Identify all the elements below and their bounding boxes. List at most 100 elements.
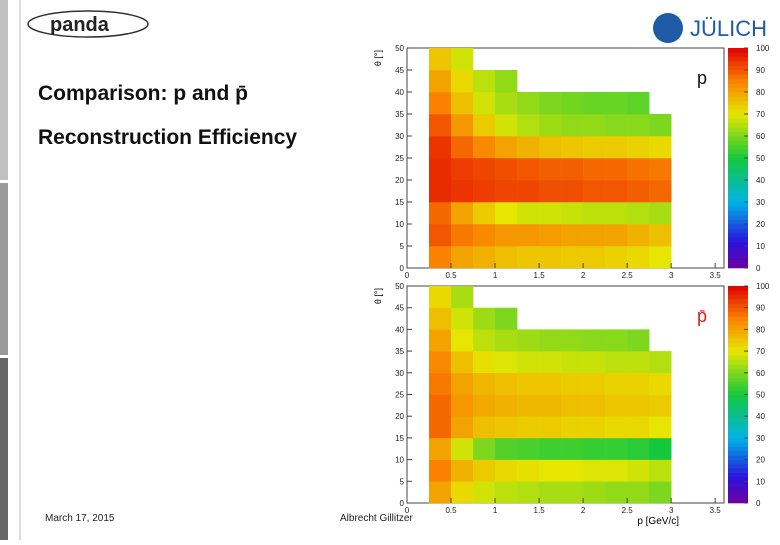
heat-cell [473, 224, 496, 247]
color-scale [728, 215, 748, 220]
x-tick-label: 2 [581, 271, 586, 280]
x-tick-label: 1 [493, 506, 498, 515]
y-tick-label: 0 [400, 499, 405, 508]
heat-cell [605, 416, 628, 439]
heat-cell [517, 136, 540, 159]
y-tick-label: 0 [400, 264, 405, 273]
color-scale [728, 122, 748, 128]
heat-cell [627, 92, 650, 115]
color-scale [728, 403, 748, 408]
heat-cell [583, 158, 606, 181]
author: Albrecht Gillitzer [340, 513, 413, 524]
color-scale [728, 232, 748, 238]
x-tick-label: 1 [493, 271, 498, 280]
color-scale [728, 398, 748, 404]
color-scale [728, 416, 748, 421]
color-scale [728, 299, 748, 304]
color-scale [728, 202, 748, 207]
color-scale [728, 259, 748, 264]
heat-cell [627, 136, 650, 159]
y-axis-label: θ [°] [373, 288, 383, 304]
heat-cell [473, 136, 496, 159]
heat-cell [649, 437, 672, 460]
plot-label: p̄ [697, 306, 707, 326]
color-scale [728, 385, 748, 391]
heat-cell [561, 92, 584, 115]
color-scale [728, 494, 748, 499]
color-scale [728, 351, 748, 356]
color-scale [728, 303, 748, 308]
x-tick-label: 3 [669, 271, 674, 280]
x-tick-label: 2 [581, 506, 586, 515]
color-scale [728, 325, 748, 330]
heat-cell [605, 351, 628, 374]
y-tick-label: 5 [400, 242, 405, 251]
heat-cell [473, 416, 496, 439]
color-scale [728, 307, 748, 313]
color-scale [728, 109, 748, 115]
y-tick-label: 20 [395, 176, 404, 185]
z-tick-label: 90 [756, 304, 765, 313]
color-scale [728, 329, 748, 335]
z-tick-label: 70 [756, 110, 765, 119]
heat-cell [561, 416, 584, 439]
heat-cell [583, 437, 606, 460]
color-scale [728, 355, 748, 361]
y-tick-label: 30 [395, 132, 404, 141]
x-tick-label: 0 [405, 506, 410, 515]
z-tick-label: 50 [756, 391, 765, 400]
heat-cell [473, 92, 496, 115]
heat-cell [495, 307, 518, 330]
y-tick-label: 10 [395, 456, 404, 465]
heat-cell [429, 459, 452, 482]
color-scale [728, 193, 748, 198]
heat-cell [517, 158, 540, 181]
heat-cell [561, 202, 584, 225]
heat-cell [451, 416, 474, 439]
heat-cell [627, 459, 650, 482]
color-scale [728, 241, 748, 247]
heat-cell [539, 481, 562, 504]
logo-frame [27, 10, 149, 38]
heat-cell [605, 372, 628, 395]
y-tick-label: 50 [395, 282, 404, 291]
heat-cell [451, 394, 474, 417]
heat-cell [429, 437, 452, 460]
heat-cell [583, 394, 606, 417]
color-scale [728, 237, 748, 242]
color-scale [728, 127, 748, 132]
heat-cell [627, 180, 650, 203]
heat-cell [649, 158, 672, 181]
heat-cell [495, 437, 518, 460]
color-scale [728, 144, 748, 150]
heat-cell [495, 481, 518, 504]
color-scale [728, 476, 748, 482]
heat-cell [649, 114, 672, 137]
heat-cell [605, 246, 628, 269]
color-scale [728, 250, 748, 256]
heat-cell [495, 114, 518, 137]
x-tick-label: 1.5 [534, 271, 546, 280]
heat-cell [495, 416, 518, 439]
z-tick-label: 60 [756, 132, 765, 141]
heat-cell [429, 180, 452, 203]
heat-cell [539, 180, 562, 203]
color-scale [728, 481, 748, 486]
color-scale [728, 372, 748, 378]
color-scale [728, 407, 748, 413]
heat-cell [429, 92, 452, 115]
y-tick-label: 35 [395, 347, 404, 356]
heat-cell [605, 92, 628, 115]
color-scale [728, 131, 748, 137]
z-tick-label: 60 [756, 369, 765, 378]
side-bar [0, 0, 8, 180]
heat-cell [561, 351, 584, 374]
color-scale [728, 74, 748, 80]
y-tick-label: 40 [395, 88, 404, 97]
color-scale [728, 118, 748, 124]
side-bar [0, 358, 8, 540]
heat-cell [627, 437, 650, 460]
heat-cell [517, 416, 540, 439]
heat-cell [583, 351, 606, 374]
color-scale [728, 381, 748, 387]
